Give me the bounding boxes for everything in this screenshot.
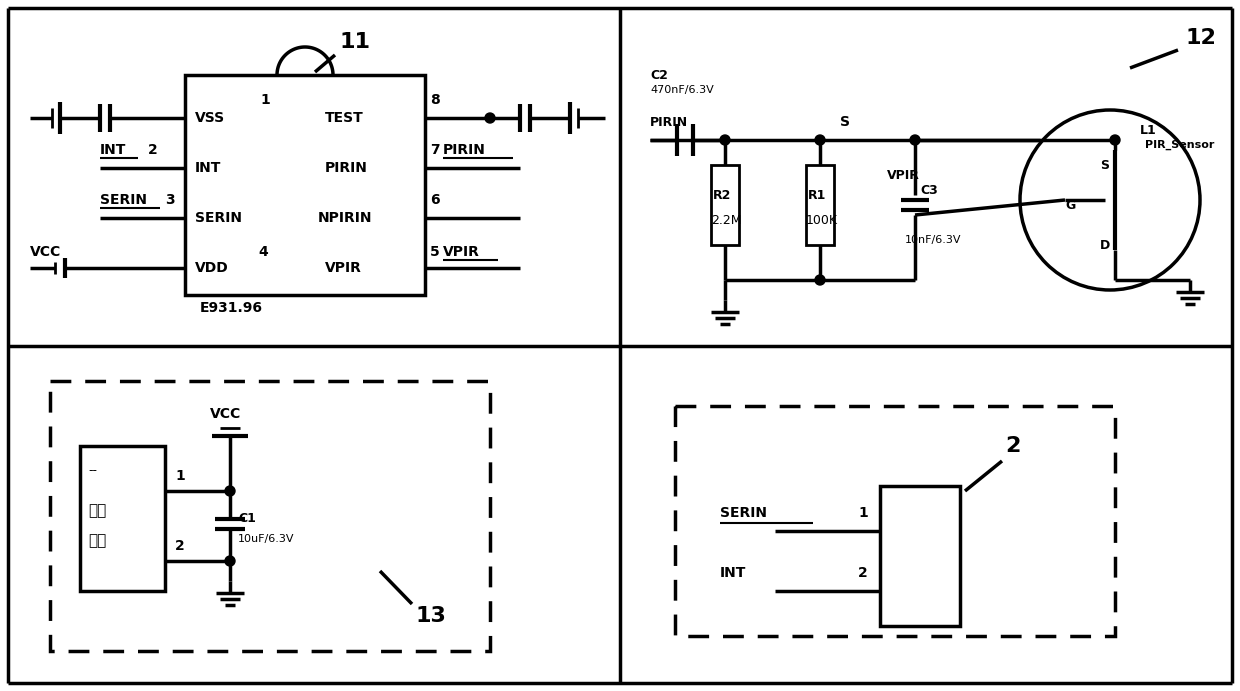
Text: SERIN: SERIN [720,506,768,520]
Text: NPIRIN: NPIRIN [317,211,372,225]
Text: D: D [1100,238,1110,252]
Bar [675,406,1115,636]
Text: 1: 1 [858,506,868,520]
Text: 100K: 100K [806,214,838,227]
Text: R1: R1 [808,189,826,202]
Circle shape [720,135,730,145]
Circle shape [485,113,495,123]
Text: PIRIN: PIRIN [650,115,688,129]
Circle shape [1110,135,1120,145]
Text: 10nF/6.3V: 10nF/6.3V [905,235,961,245]
Circle shape [224,486,236,496]
Text: 7: 7 [430,143,440,157]
Text: 2: 2 [1004,436,1021,456]
Text: G: G [1065,198,1075,211]
Text: S: S [1100,158,1109,171]
Circle shape [815,275,825,285]
Text: 2: 2 [175,539,185,553]
Text: VSS: VSS [195,111,226,125]
Text: SERIN: SERIN [100,193,148,207]
Text: 1: 1 [175,469,185,483]
Text: 第一: 第一 [88,504,107,518]
Text: 2.2M: 2.2M [711,214,742,227]
Text: 8: 8 [430,93,440,107]
Bar [50,381,490,651]
Text: 12: 12 [1185,28,1216,48]
Text: INT: INT [720,566,746,580]
Text: S: S [839,115,849,129]
Text: 4: 4 [258,245,268,259]
Text: SERIN: SERIN [195,211,242,225]
Text: 5: 5 [430,245,440,259]
Text: VPIR: VPIR [443,245,480,259]
Text: R2: R2 [713,189,732,202]
Text: VCC: VCC [30,245,61,259]
Text: C1: C1 [238,513,255,525]
Text: TEST: TEST [325,111,363,125]
Text: C2: C2 [650,68,668,82]
Text: 6: 6 [430,193,440,207]
Text: 2: 2 [858,566,868,580]
Bar [185,75,425,295]
Circle shape [815,135,825,145]
Circle shape [910,135,920,145]
Circle shape [224,556,236,566]
Text: 11: 11 [340,32,371,52]
Text: VPIR: VPIR [887,169,920,182]
Text: 10uF/6.3V: 10uF/6.3V [238,534,295,544]
Text: E931.96: E931.96 [200,301,263,315]
Text: VDD: VDD [195,261,228,275]
Text: INT: INT [195,161,222,175]
Bar [81,446,165,591]
Text: C3: C3 [920,184,937,196]
Bar [806,165,835,245]
Bar [880,486,960,626]
Text: 2: 2 [148,143,157,157]
Text: PIRIN: PIRIN [325,161,368,175]
Bar [711,165,739,245]
Text: VCC: VCC [210,407,242,421]
Text: 470nF/6.3V: 470nF/6.3V [650,85,714,95]
Text: L1: L1 [1140,124,1157,137]
Text: 1: 1 [260,93,270,107]
Text: PIR_Sensor: PIR_Sensor [1145,140,1214,150]
Text: VPIR: VPIR [325,261,362,275]
Text: --: -- [88,464,97,477]
Text: 3: 3 [165,193,175,207]
Text: PIRIN: PIRIN [443,143,486,157]
Text: 13: 13 [415,606,446,626]
Text: 电源: 电源 [88,533,107,549]
Text: INT: INT [100,143,126,157]
